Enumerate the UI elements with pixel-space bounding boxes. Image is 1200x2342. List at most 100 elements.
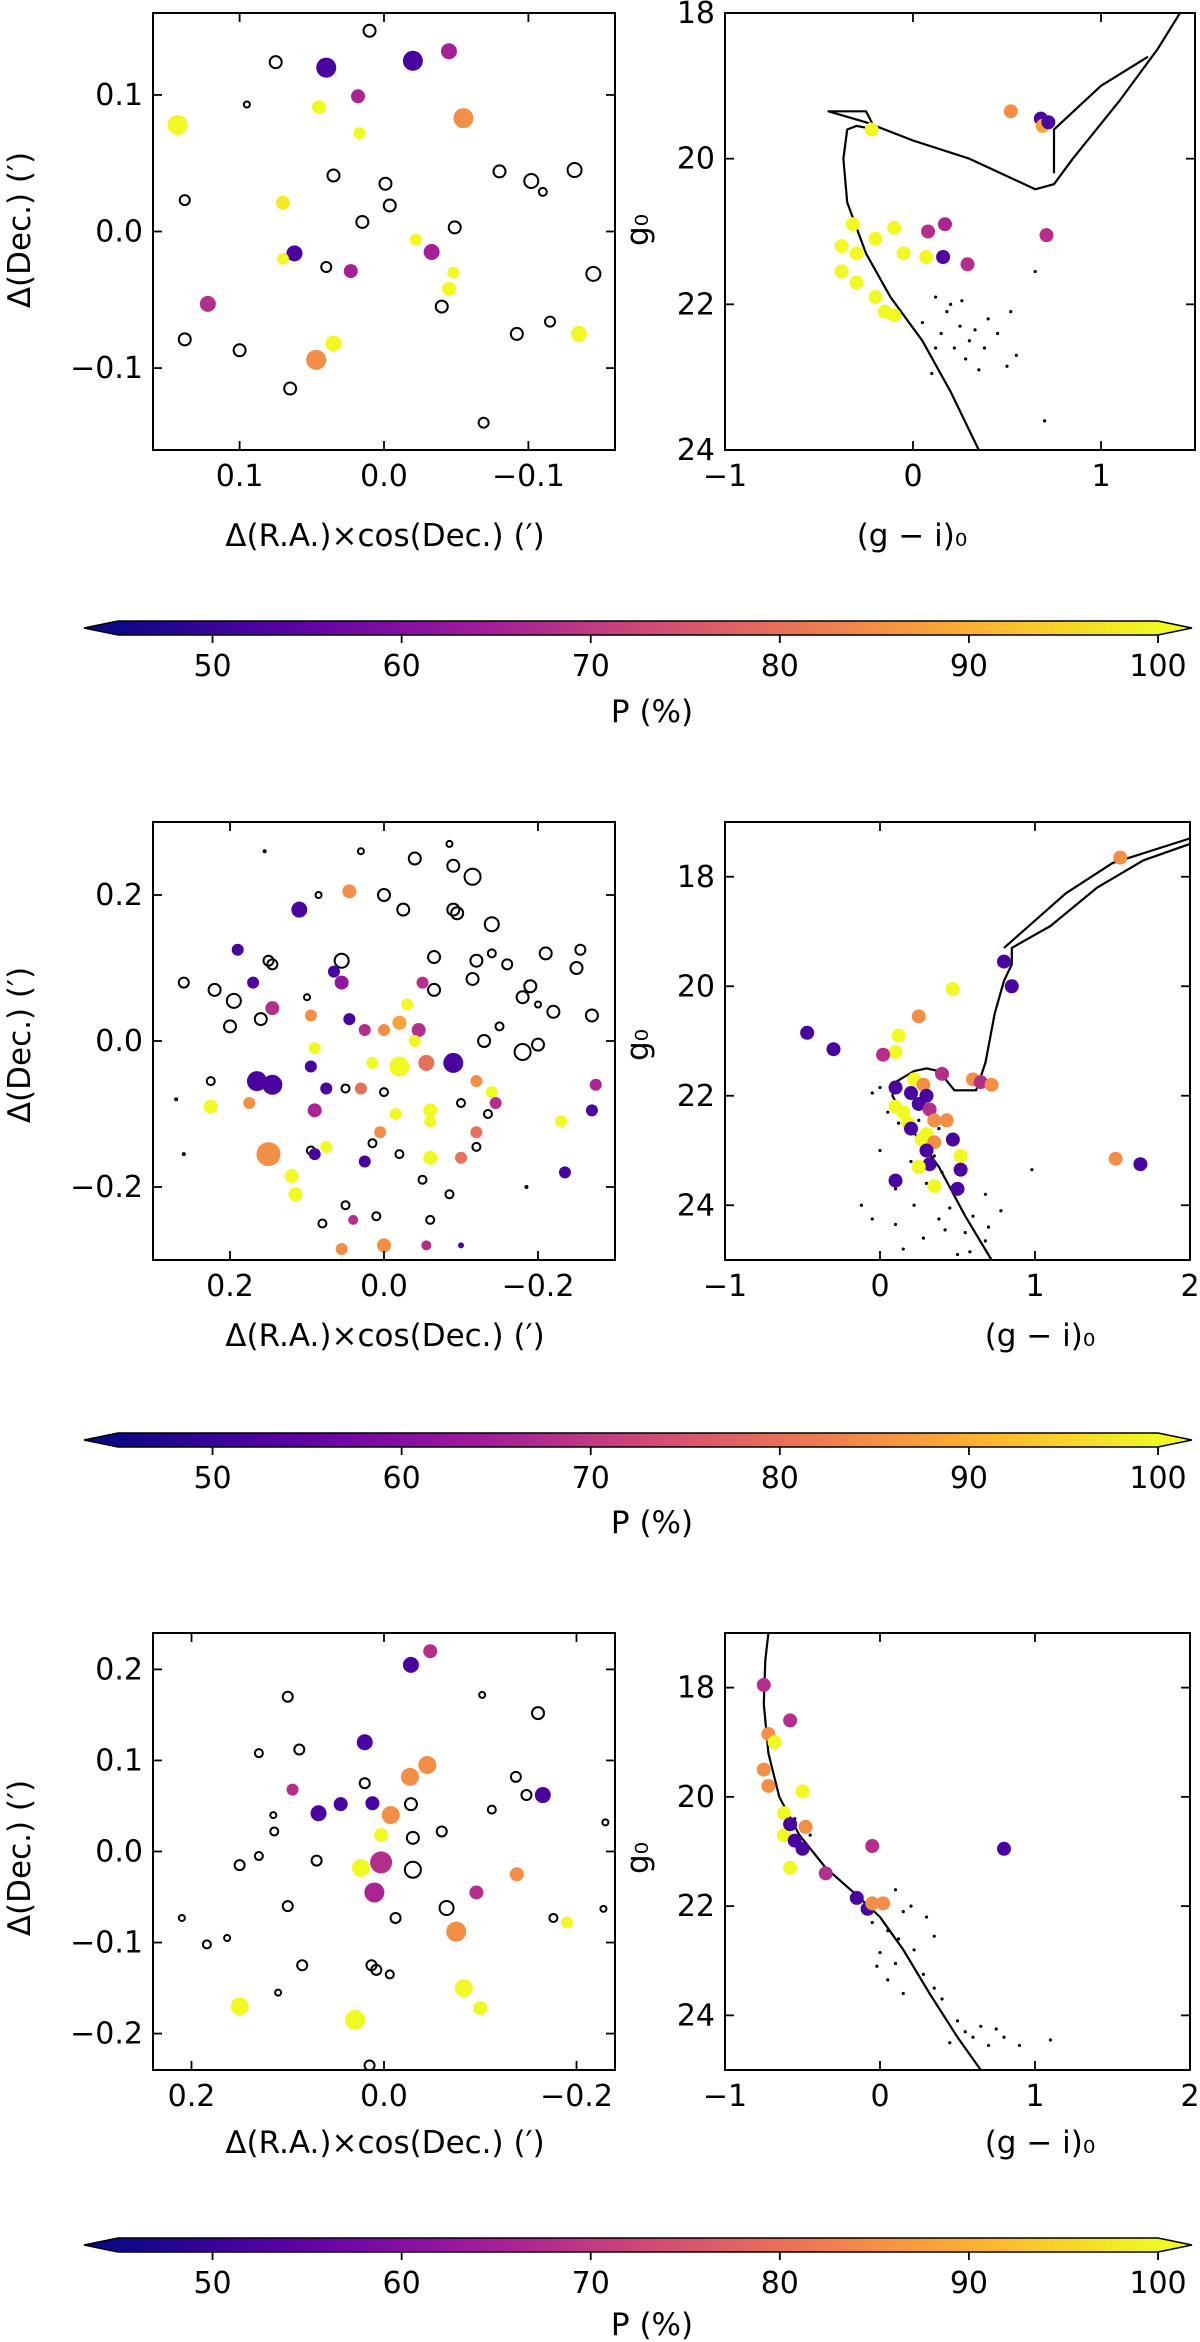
y-tick-label: 0.0 — [95, 1024, 143, 1059]
field-star-point — [973, 328, 977, 332]
field-star-point — [893, 1187, 898, 1191]
member-point — [342, 884, 357, 899]
member-point — [795, 1841, 810, 1856]
member-point — [364, 1882, 385, 1903]
colorbar-tick-label: 60 — [383, 649, 421, 684]
field-star-point — [921, 1236, 926, 1240]
y-tick-label: 0.2 — [95, 1652, 143, 1687]
nonmember-point — [465, 971, 480, 986]
member-point — [291, 901, 308, 918]
member-point — [203, 1099, 218, 1114]
nonmember-point — [446, 858, 461, 873]
member-point — [936, 249, 951, 264]
colorbar-tick-label: 50 — [193, 649, 231, 684]
member-point — [865, 1896, 880, 1911]
field-star-point — [870, 1217, 874, 1221]
colorbar-tick-label: 90 — [950, 1461, 988, 1496]
member-point — [411, 1023, 426, 1038]
nonmember-point — [469, 953, 484, 968]
field-star-point — [886, 1110, 890, 1114]
nonmember-point — [377, 888, 391, 902]
member-point — [800, 1025, 815, 1040]
member-point — [400, 1767, 419, 1786]
plot-frame — [724, 12, 1196, 451]
member-point — [767, 1735, 782, 1750]
nonmember-point — [253, 1012, 268, 1027]
field-star-point — [1048, 2038, 1053, 2042]
nonmember-point — [537, 186, 548, 197]
member-point — [304, 1060, 317, 1073]
member-point — [265, 1001, 280, 1016]
nonmember-point — [232, 343, 247, 358]
nonmember-point — [585, 265, 602, 282]
field-star-point — [932, 1986, 936, 1990]
member-point — [922, 1157, 937, 1172]
nonmember-point — [314, 891, 323, 899]
colorbar-high-extend — [1158, 2238, 1192, 2252]
field-star-point — [921, 1972, 926, 1977]
nonmember-point — [262, 849, 267, 854]
colorbar-2-label: P (%) — [611, 1505, 693, 1541]
member-point — [374, 1828, 389, 1843]
sky-plot-3: 0.2 0.0 −0.2 0.2 0.1 0.0 −0.1 −0.2 — [70, 1632, 616, 2114]
field-star-point — [870, 1091, 874, 1095]
plot-frame — [724, 1632, 1191, 2071]
field-star-point — [977, 368, 981, 372]
nonmember-point — [494, 1021, 505, 1032]
field-star-point — [901, 1909, 905, 1914]
field-star-point — [1017, 2043, 1022, 2048]
member-point — [353, 127, 366, 140]
field-star-point — [870, 1920, 874, 1925]
isochrone-curve — [1052, 55, 1149, 174]
y-tick-label: 0.1 — [95, 1743, 143, 1778]
colorbar-3: 50 60 70 80 90 100 — [83, 2237, 1193, 2301]
field-star-point — [963, 1231, 967, 1235]
member-point — [896, 1105, 911, 1120]
member-point — [783, 1860, 798, 1875]
member-point — [416, 976, 429, 989]
member-point — [919, 1143, 934, 1158]
colorbar-3-label: P (%) — [611, 2307, 693, 2342]
member-point — [473, 2001, 488, 2016]
field-star-point — [955, 1252, 960, 1257]
field-star-point — [971, 2035, 975, 2039]
member-point — [306, 349, 327, 370]
field-star-point — [939, 331, 943, 336]
y-tick-label: 0.0 — [95, 215, 143, 250]
colorbar-2: 50 60 70 80 90 100 — [83, 1432, 1193, 1496]
nonmember-point — [225, 992, 242, 1009]
member-point — [423, 1644, 438, 1659]
nonmember-point — [362, 23, 377, 38]
member-point — [247, 976, 260, 989]
y-tick-label: 20 — [677, 1780, 715, 1815]
nonmember-point — [174, 1097, 179, 1102]
member-point — [230, 1997, 249, 2016]
member-point — [1108, 1151, 1123, 1166]
member-point — [826, 1042, 841, 1057]
member-point — [308, 1042, 321, 1055]
member-point — [891, 1028, 906, 1043]
nonmember-point — [178, 194, 191, 207]
nonmember-point — [223, 1933, 232, 1942]
nonmember-point — [281, 1690, 294, 1703]
member-point — [307, 1103, 322, 1118]
member-point — [262, 1074, 283, 1095]
cmd-plot-3-ylabel: g₀ — [620, 1842, 656, 1874]
nonmember-point — [378, 176, 393, 191]
member-point — [849, 275, 864, 290]
x-tick-label: 0.2 — [206, 1269, 254, 1304]
member-point — [199, 295, 216, 312]
field-star-point — [909, 1904, 913, 1908]
field-star-point — [945, 310, 949, 314]
member-point — [798, 1819, 813, 1834]
isochrone-curve — [1003, 837, 1190, 949]
member-point — [358, 1024, 371, 1037]
colorbar-outline — [83, 620, 1193, 636]
member-point — [167, 114, 188, 135]
sky-plot-2-xlabel: Δ(R.A.)×cos(Dec.) (′) — [225, 1318, 544, 1354]
field-star-point — [979, 2024, 983, 2028]
member-point — [783, 1713, 798, 1728]
y-tick-label: 0.1 — [95, 78, 143, 113]
nonmember-point — [546, 1004, 561, 1019]
member-point — [921, 224, 936, 239]
